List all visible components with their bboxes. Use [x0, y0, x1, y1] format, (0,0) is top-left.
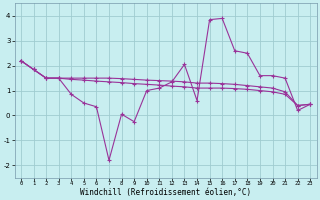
X-axis label: Windchill (Refroidissement éolien,°C): Windchill (Refroidissement éolien,°C) — [80, 188, 251, 197]
